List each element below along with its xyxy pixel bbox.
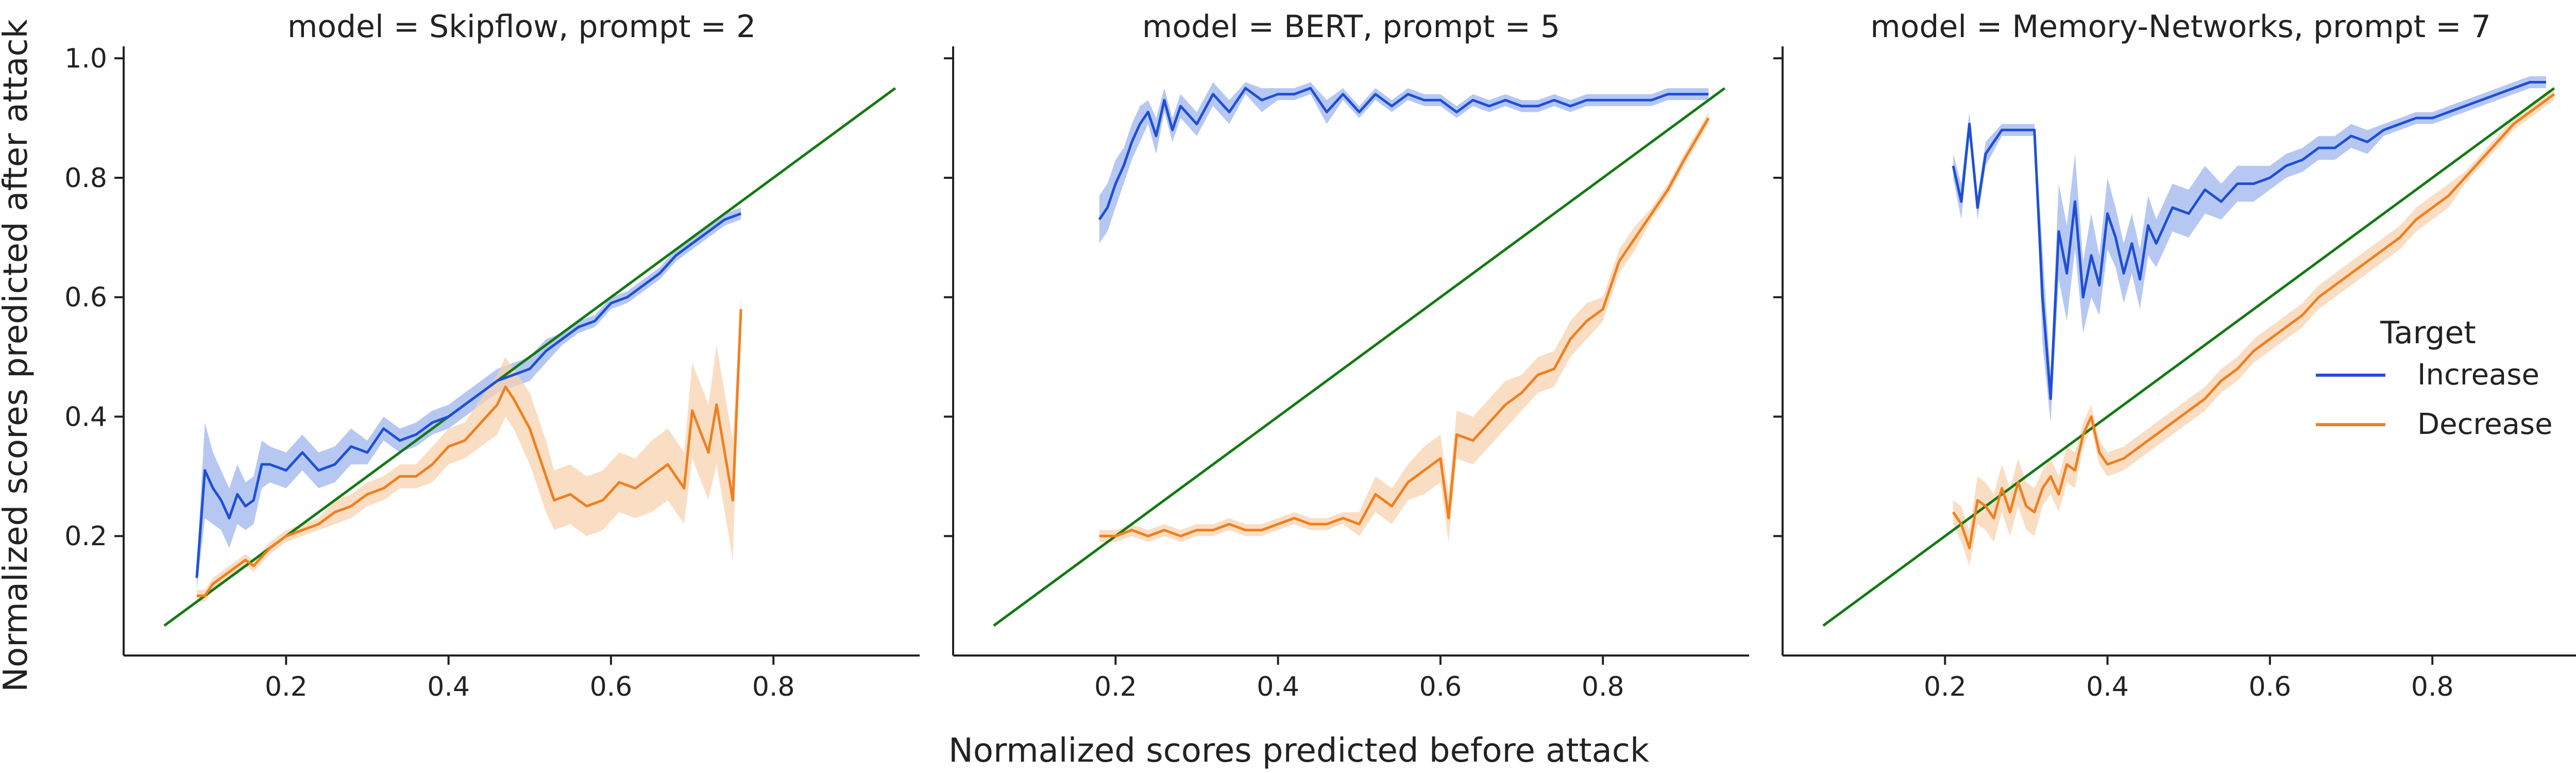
x-axis-label: Normalized scores predicted before attac… xyxy=(948,732,1649,770)
y-tick-label: 0.4 xyxy=(64,401,107,432)
legend-label-increase: Increase xyxy=(2417,358,2539,392)
panel-title: model = Memory-Networks, prompt = 7 xyxy=(1870,9,2491,45)
x-tick-label: 0.2 xyxy=(1924,671,1967,702)
x-tick-label: 0.6 xyxy=(2249,671,2292,702)
increase-series-line xyxy=(1952,81,2546,400)
x-tick-label: 0.2 xyxy=(1094,671,1137,702)
increase-confidence-band xyxy=(196,207,741,590)
increase-confidence-band xyxy=(1953,76,2546,423)
x-tick-label: 0.8 xyxy=(752,671,795,702)
diagonal-reference-line xyxy=(993,87,1726,627)
x-tick-label: 0.6 xyxy=(1419,671,1462,702)
diagonal-reference-line xyxy=(1822,87,2555,627)
x-tick-label: 0.8 xyxy=(2411,671,2454,702)
x-tick-label: 0.6 xyxy=(590,671,633,702)
panel-title: model = Skipflow, prompt = 2 xyxy=(287,9,756,45)
x-tick-label: 0.2 xyxy=(265,671,308,702)
x-tick-label: 0.8 xyxy=(1582,671,1624,702)
decrease-confidence-band xyxy=(1099,112,1709,542)
y-tick-label: 0.2 xyxy=(64,521,107,552)
y-tick-label: 1.0 xyxy=(64,43,107,74)
decrease-series-line xyxy=(196,309,742,597)
decrease-series-line xyxy=(1952,93,2555,549)
decrease-series-line xyxy=(1099,117,1710,537)
legend-title: Target xyxy=(2380,315,2476,351)
x-tick-label: 0.4 xyxy=(1257,671,1299,702)
x-tick-label: 0.4 xyxy=(427,671,470,702)
panel-title: model = BERT, prompt = 5 xyxy=(1142,9,1560,45)
facet-panels: model = Skipflow, prompt = 2 0.2 0.4 0.6 0.8… xyxy=(64,9,2576,702)
x-tick-label: 0.4 xyxy=(2086,671,2129,702)
y-axis-label: Normalized scores predicted after attack xyxy=(0,19,35,692)
increase-series-line xyxy=(195,212,742,578)
legend: Target Increase Decrease xyxy=(2316,315,2553,441)
decrease-confidence-band xyxy=(1953,88,2554,566)
legend-label-decrease: Decrease xyxy=(2417,408,2553,441)
y-tick-label: 0.6 xyxy=(64,282,107,313)
decrease-confidence-band xyxy=(196,297,741,602)
y-tick-label: 0.8 xyxy=(64,163,107,194)
panel-1: model = Skipflow, prompt = 2 0.2 0.4 0.6 0.8… xyxy=(64,9,920,702)
panel-3: model = Memory-Networks, prompt = 7 0.2 0.… xyxy=(1773,9,2576,702)
increase-confidence-band xyxy=(1099,82,1709,244)
increase-series-line xyxy=(1098,87,1709,221)
panel-2: model = BERT, prompt = 5 0.2 0.4 0.6 0.8 xyxy=(944,9,1749,702)
